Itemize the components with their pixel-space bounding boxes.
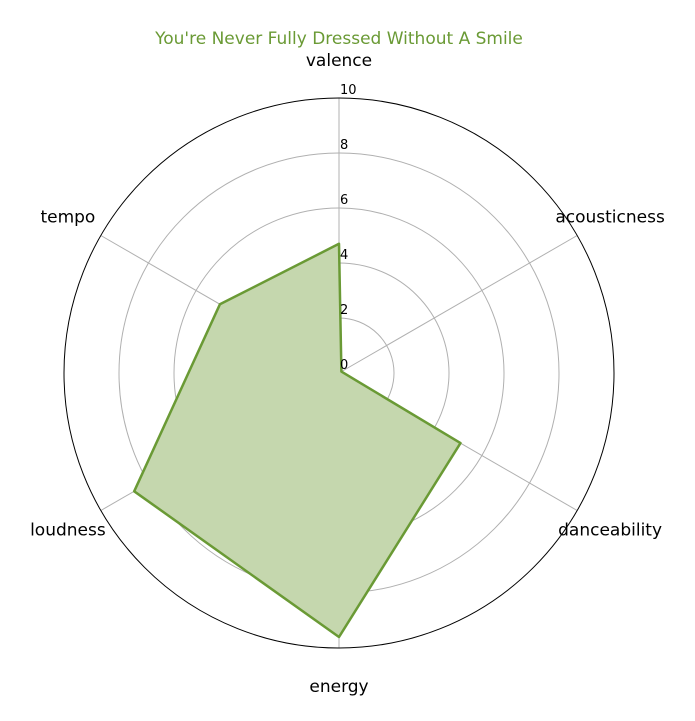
axis-label-acousticness: acousticness [555, 208, 665, 228]
series-line [132, 242, 462, 639]
radial-tick-labels: 0 2 4 6 8 10 [340, 83, 357, 373]
radial-tick-label: 0 [340, 358, 348, 373]
series-layer [132, 242, 462, 639]
chart-title: You're Never Fully Dressed Without A Smi… [154, 29, 523, 49]
frame [63, 97, 615, 649]
series-area [134, 243, 461, 638]
axis-label-tempo: tempo [40, 208, 95, 228]
radial-tick-label: 6 [340, 193, 348, 208]
axis-labels: valence acousticness danceability energy lou… [30, 51, 665, 697]
axis-label-danceability: danceability [558, 521, 662, 541]
axis-label-loudness: loudness [30, 521, 106, 541]
radial-tick-label: 4 [340, 248, 348, 263]
outer-frame [63, 97, 615, 649]
spoke-line [338, 235, 578, 374]
axis-label-energy: energy [309, 677, 368, 697]
radial-tick-label: 8 [340, 138, 348, 153]
axis-label-valence: valence [306, 51, 372, 71]
radial-tick-label: 2 [340, 303, 348, 318]
radial-tick-label: 10 [340, 83, 357, 98]
